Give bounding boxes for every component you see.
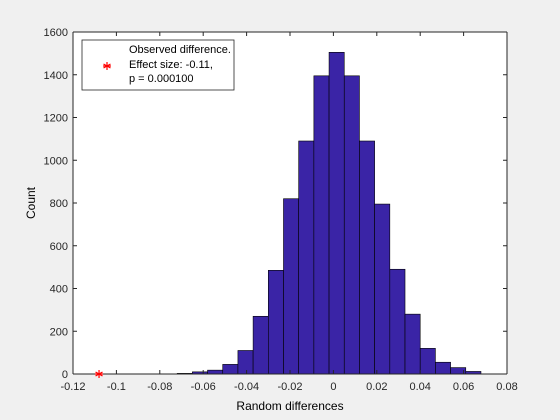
legend-marker-icon [103,62,111,70]
histogram-bars [176,52,482,375]
histogram-bar [328,52,345,375]
histogram-bar [298,140,315,375]
y-axis-label: Count [24,186,38,219]
legend-line-2: Effect size: -0.11, [129,59,213,71]
legend-asterisk [103,62,111,70]
observed-asterisk [95,370,104,378]
y-tick-label: 1400 [44,70,68,82]
x-tick-label: 0.08 [496,381,517,393]
x-tick-label: 0.04 [409,381,430,393]
histogram-bar [343,75,360,375]
y-tick-label: 1200 [44,113,68,125]
histogram-bar [419,348,436,375]
x-tick-label: 0.02 [366,381,387,393]
x-tick-label: -0.12 [60,381,85,393]
histogram-bar [313,75,330,375]
x-tick-label: -0.04 [234,381,259,393]
histogram-bar [267,270,284,375]
histogram-bar [435,361,451,375]
y-tick-label: 0 [62,369,68,381]
observed-marker [95,370,104,378]
legend-line-3: p = 0.000100 [129,73,194,85]
x-tick-label: 0.06 [453,381,474,393]
histogram-bar [404,313,421,375]
y-tick-labels: 0 200 400 600 800 1000 1200 1400 1600 [44,27,68,381]
histogram-bar [252,315,269,375]
x-tick-label: -0.06 [191,381,216,393]
x-tick-label: -0.02 [277,381,302,393]
x-axis-label: Random differences [236,399,343,413]
x-tick-label: 0 [330,381,336,393]
histogram-bar [374,203,391,375]
y-tick-label: 1000 [44,155,68,167]
x-tick-label: -0.1 [107,381,126,393]
y-tick-label: 1600 [44,27,68,39]
legend-line-1: Observed difference. [129,44,231,56]
histogram-bar [237,350,254,375]
legend-box [81,39,235,91]
y-tick-label: 200 [50,326,68,338]
histogram-bar [207,369,224,375]
histogram-bar [222,364,239,375]
y-tick-label: 400 [50,284,68,296]
axes [72,31,508,375]
y-tick-label: 800 [50,198,68,210]
x-tick-label: -0.08 [147,381,172,393]
y-tick-label: 600 [50,241,68,253]
histogram-bar [283,198,299,375]
histogram-bar [359,140,375,375]
x-tick-labels: -0.12 -0.1 -0.08 -0.06 -0.04 -0.02 0 0.02 0.04 0.… [60,381,517,393]
legend: Observed difference. Effect size: -0.11,… [81,39,235,91]
histogram-bar [389,268,406,375]
